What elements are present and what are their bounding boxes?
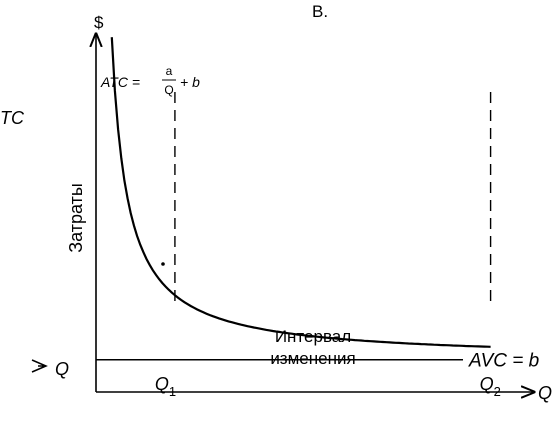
x-tick-q2: Q2 — [480, 374, 501, 399]
left-arrow-icon — [31, 359, 48, 373]
x-tick-q1: Q1 — [155, 374, 176, 399]
atc-formula-rest: + b — [180, 74, 200, 90]
y-axis-label: Затраты — [66, 183, 86, 253]
interval-label-line1: Интервал — [275, 327, 351, 346]
interval-label-line2: изменения — [270, 349, 355, 368]
avc-label: AVC = b — [468, 351, 539, 372]
x-tick-q1-name: Q1 — [155, 374, 176, 399]
atc-curve — [110, 37, 491, 348]
x-axis-label: Q — [538, 383, 552, 403]
atc-formula-denominator: Q — [164, 83, 173, 97]
atc-formula-lhs: ATC = — [100, 74, 140, 90]
y-unit-label: $ — [94, 13, 104, 32]
panel-label: B. — [312, 2, 328, 21]
q-left-label: Q — [55, 359, 69, 379]
scan-dot — [161, 262, 165, 266]
x-tick-q2-name: Q2 — [480, 374, 501, 399]
atc-formula: ATC = a Q + b — [100, 64, 200, 97]
tc-label: TC — [0, 108, 25, 128]
atc-formula-numerator: a — [166, 64, 173, 78]
